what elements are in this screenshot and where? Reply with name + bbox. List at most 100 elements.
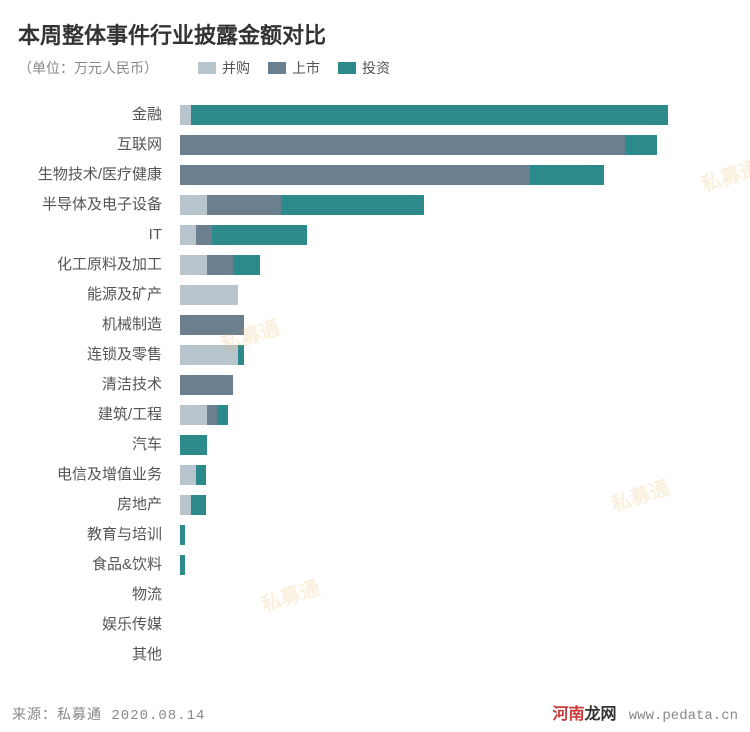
chart-row: 物流 <box>180 580 710 610</box>
bar-stack <box>180 645 710 665</box>
chart-row: 连锁及零售 <box>180 340 710 370</box>
chart-row: 电信及增值业务 <box>180 460 710 490</box>
legend-label: 并购 <box>222 58 250 78</box>
bar-segment <box>180 135 625 155</box>
bar-segment <box>238 345 243 365</box>
legend-item: 投资 <box>338 58 390 78</box>
bar-chart: 金融互联网生物技术/医疗健康半导体及电子设备IT化工原料及加工能源及矿产机械制造… <box>0 88 750 670</box>
bar-stack <box>180 345 710 365</box>
chart-row: 机械制造 <box>180 310 710 340</box>
chart-row: 建筑/工程 <box>180 400 710 430</box>
bar-stack <box>180 615 710 635</box>
bar-segment <box>180 555 185 575</box>
chart-row: IT <box>180 220 710 250</box>
source-url: www.pedata.cn <box>629 708 738 724</box>
bar-stack <box>180 315 710 335</box>
y-axis-label: 房地产 <box>0 490 170 520</box>
bar-segment <box>180 375 233 395</box>
chart-row: 生物技术/医疗健康 <box>180 160 710 190</box>
footer-right: 河南龙网 www.pedata.cn <box>553 700 738 724</box>
bar-segment <box>196 465 207 485</box>
bar-segment <box>180 195 207 215</box>
bar-stack <box>180 585 710 605</box>
bar-stack <box>180 525 710 545</box>
bar-segment <box>180 435 207 455</box>
bar-stack <box>180 555 710 575</box>
bar-stack <box>180 255 710 275</box>
brand-name: 河南龙网 <box>553 706 621 723</box>
chart-row: 食品&饮料 <box>180 550 710 580</box>
legend: 并购 上市 投资 <box>198 58 390 78</box>
bar-segment <box>207 195 281 215</box>
bar-segment <box>180 315 244 335</box>
source-text: 来源：私募通 2020.08.14 <box>12 704 205 724</box>
chart-row: 娱乐传媒 <box>180 610 710 640</box>
y-axis-label: 汽车 <box>0 430 170 460</box>
bar-segment <box>180 105 191 125</box>
bar-segment <box>180 225 196 245</box>
brand-suffix: 龙网 <box>585 706 617 723</box>
bar-stack <box>180 225 710 245</box>
legend-item: 并购 <box>198 58 250 78</box>
bar-stack <box>180 435 710 455</box>
y-axis-label: 教育与培训 <box>0 520 170 550</box>
bar-segment <box>180 405 207 425</box>
bar-segment <box>281 195 424 215</box>
y-axis-label: 生物技术/医疗健康 <box>0 160 170 190</box>
legend-swatch <box>268 62 286 74</box>
legend-label: 上市 <box>292 58 320 78</box>
unit-label: （单位：万元人民币） <box>18 58 158 78</box>
bar-stack <box>180 465 710 485</box>
bar-segment <box>191 105 668 125</box>
bar-stack <box>180 405 710 425</box>
y-axis-label: 互联网 <box>0 130 170 160</box>
bar-segment <box>180 465 196 485</box>
bar-stack <box>180 135 710 155</box>
bar-segment <box>180 525 185 545</box>
y-axis-label: 化工原料及加工 <box>0 250 170 280</box>
bar-segment <box>180 165 530 185</box>
brand-prefix: 河南 <box>553 706 585 723</box>
bar-segment <box>625 135 657 155</box>
chart-row: 清洁技术 <box>180 370 710 400</box>
y-axis-label: 食品&饮料 <box>0 550 170 580</box>
bar-segment <box>530 165 604 185</box>
bar-stack <box>180 375 710 395</box>
y-axis-label: 金融 <box>0 100 170 130</box>
bar-segment <box>207 255 234 275</box>
chart-row: 能源及矿产 <box>180 280 710 310</box>
y-axis-label: 连锁及零售 <box>0 340 170 370</box>
chart-title: 本周整体事件行业披露金额对比 <box>0 0 750 58</box>
chart-row: 金融 <box>180 100 710 130</box>
bar-segment <box>233 255 260 275</box>
bar-segment <box>207 405 218 425</box>
bar-stack <box>180 195 710 215</box>
subtitle-row: （单位：万元人民币） 并购 上市 投资 <box>0 58 750 78</box>
legend-swatch <box>198 62 216 74</box>
bar-stack <box>180 165 710 185</box>
bar-segment <box>191 495 207 515</box>
chart-row: 互联网 <box>180 130 710 160</box>
chart-row: 化工原料及加工 <box>180 250 710 280</box>
y-axis-label: 机械制造 <box>0 310 170 340</box>
bar-stack <box>180 285 710 305</box>
legend-swatch <box>338 62 356 74</box>
y-axis-label: 电信及增值业务 <box>0 460 170 490</box>
bar-stack <box>180 495 710 515</box>
bar-segment <box>196 225 212 245</box>
chart-row: 教育与培训 <box>180 520 710 550</box>
bar-segment <box>180 345 238 365</box>
chart-row: 半导体及电子设备 <box>180 190 710 220</box>
bar-segment <box>180 255 207 275</box>
y-axis-label: 能源及矿产 <box>0 280 170 310</box>
y-axis-label: IT <box>0 220 170 250</box>
footer: 来源：私募通 2020.08.14 河南龙网 www.pedata.cn <box>0 700 750 724</box>
bar-segment <box>180 285 238 305</box>
y-axis-label: 物流 <box>0 580 170 610</box>
chart-row: 汽车 <box>180 430 710 460</box>
y-axis-label: 娱乐传媒 <box>0 610 170 640</box>
legend-label: 投资 <box>362 58 390 78</box>
y-axis-label: 清洁技术 <box>0 370 170 400</box>
bar-segment <box>180 495 191 515</box>
legend-item: 上市 <box>268 58 320 78</box>
